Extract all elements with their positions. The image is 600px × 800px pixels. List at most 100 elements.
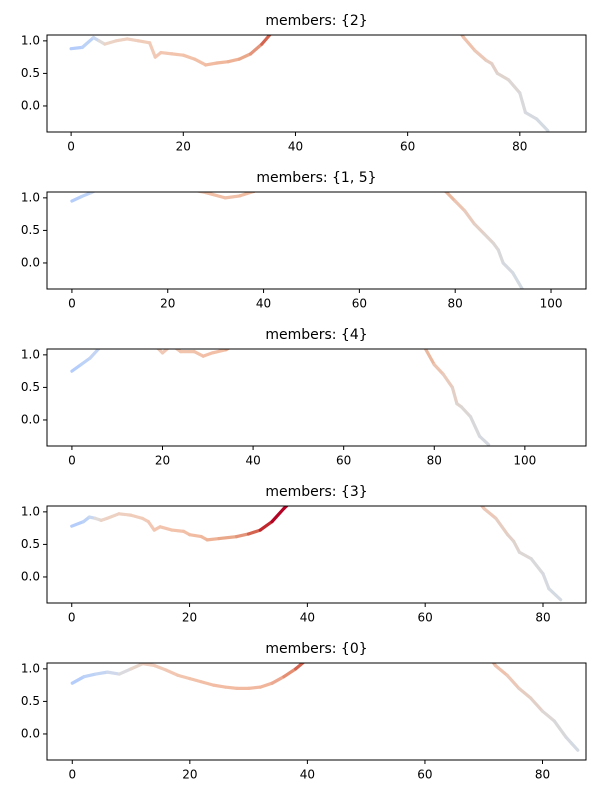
line-segment [215, 60, 230, 65]
line-segment [570, 742, 580, 752]
y-tick-label: 0.0 [21, 255, 40, 269]
line-segment [70, 520, 86, 528]
line-segment [529, 696, 545, 713]
y-tick-label: 1.0 [21, 190, 40, 204]
plot-area [70, 349, 491, 446]
y-tick-label: 1.0 [21, 504, 40, 518]
line-segment [501, 261, 515, 275]
line-segment [224, 349, 231, 352]
x-tick-label: 20 [182, 611, 197, 625]
line-segment [192, 57, 208, 67]
subplot: members: {2} 0 20 40 60 80 0.0 0.5 1.0 [21, 0, 587, 154]
line-segment [441, 372, 454, 390]
line-segment [170, 528, 186, 533]
line-segment [136, 39, 152, 45]
x-tick-label: 100 [540, 297, 563, 311]
line-segment [141, 663, 157, 668]
line-segment [155, 349, 160, 350]
line-segment [129, 513, 145, 520]
y-tick-label: 0.5 [21, 380, 40, 394]
line-segment [194, 192, 208, 195]
line-segment [211, 683, 227, 689]
line-segment [120, 178, 168, 185]
line-segment [307, 447, 395, 486]
line-segment [494, 516, 510, 537]
x-tick-label: 0 [68, 297, 76, 311]
line-segment [114, 37, 129, 43]
y-tick-label: 0.5 [21, 223, 40, 237]
line-segment [518, 91, 528, 115]
plot-area [70, 447, 563, 602]
line-segment [517, 686, 533, 700]
line-segment [462, 36, 477, 53]
line-segment [223, 194, 242, 200]
line-segment [82, 672, 98, 679]
axes-frame [46, 505, 587, 604]
line-segment [270, 507, 286, 524]
line-segment [176, 673, 192, 681]
line-segment [160, 349, 170, 355]
line-segment [187, 533, 203, 539]
line-segment [152, 664, 168, 672]
line-segment [148, 41, 157, 59]
line-segment [258, 681, 274, 689]
line-segment [517, 550, 533, 561]
x-tick-label: 0 [68, 454, 76, 468]
line-segment [69, 45, 84, 51]
plot-area [70, 178, 524, 289]
line-segment [468, 415, 482, 438]
line-segment [181, 53, 197, 61]
plot-area [69, 0, 550, 132]
line-segment [493, 664, 509, 677]
line-segment [70, 675, 86, 685]
line-segment [226, 57, 241, 64]
line-segment [511, 271, 524, 289]
line-segment [235, 532, 251, 539]
line-segment [146, 520, 156, 532]
line-segment [247, 685, 262, 690]
line-segment [496, 248, 505, 265]
line-segment [117, 512, 133, 517]
x-tick-label: 40 [300, 611, 315, 625]
subplot-title: members: {3} [265, 484, 367, 500]
line-segment [547, 587, 563, 602]
line-segment [479, 506, 486, 511]
line-segment [408, 0, 453, 21]
y-tick-label: 0.0 [21, 98, 40, 112]
line-segment [248, 42, 264, 56]
x-tick-label: 100 [513, 454, 536, 468]
x-tick-label: 20 [155, 454, 170, 468]
line-segment [88, 349, 101, 360]
line-segment [89, 192, 96, 195]
subplot-title: members: {4} [265, 327, 367, 343]
y-tick-label: 1.0 [21, 347, 40, 361]
x-tick-label: 0 [68, 768, 76, 782]
line-segment [432, 363, 445, 376]
line-segment [540, 709, 556, 723]
line-segment [495, 71, 511, 82]
subplot-title: members: {1, 5} [256, 170, 376, 186]
line-segment [201, 351, 214, 358]
line-segment [477, 434, 491, 446]
line-segment [529, 557, 545, 576]
axes-frame [46, 662, 587, 761]
line-segment [129, 663, 145, 671]
line-segment [523, 110, 539, 121]
line-segment [205, 536, 221, 542]
line-segment [170, 52, 185, 57]
axes-frame [46, 34, 587, 133]
x-tick-label: 40 [288, 140, 303, 154]
line-segment [552, 719, 568, 739]
line-segment [237, 52, 253, 61]
subplot-title: members: {2} [265, 13, 367, 29]
line-segment [125, 37, 141, 43]
line-segment [199, 680, 215, 687]
line-segment [79, 192, 93, 199]
subplot: members: {3} 0 20 40 60 80 0.0 0.5 1.0 [21, 447, 587, 625]
line-segment [482, 507, 498, 520]
line-segment [103, 39, 118, 46]
line-segment [159, 50, 174, 56]
x-tick-label: 60 [400, 140, 415, 154]
line-segment [246, 528, 262, 536]
